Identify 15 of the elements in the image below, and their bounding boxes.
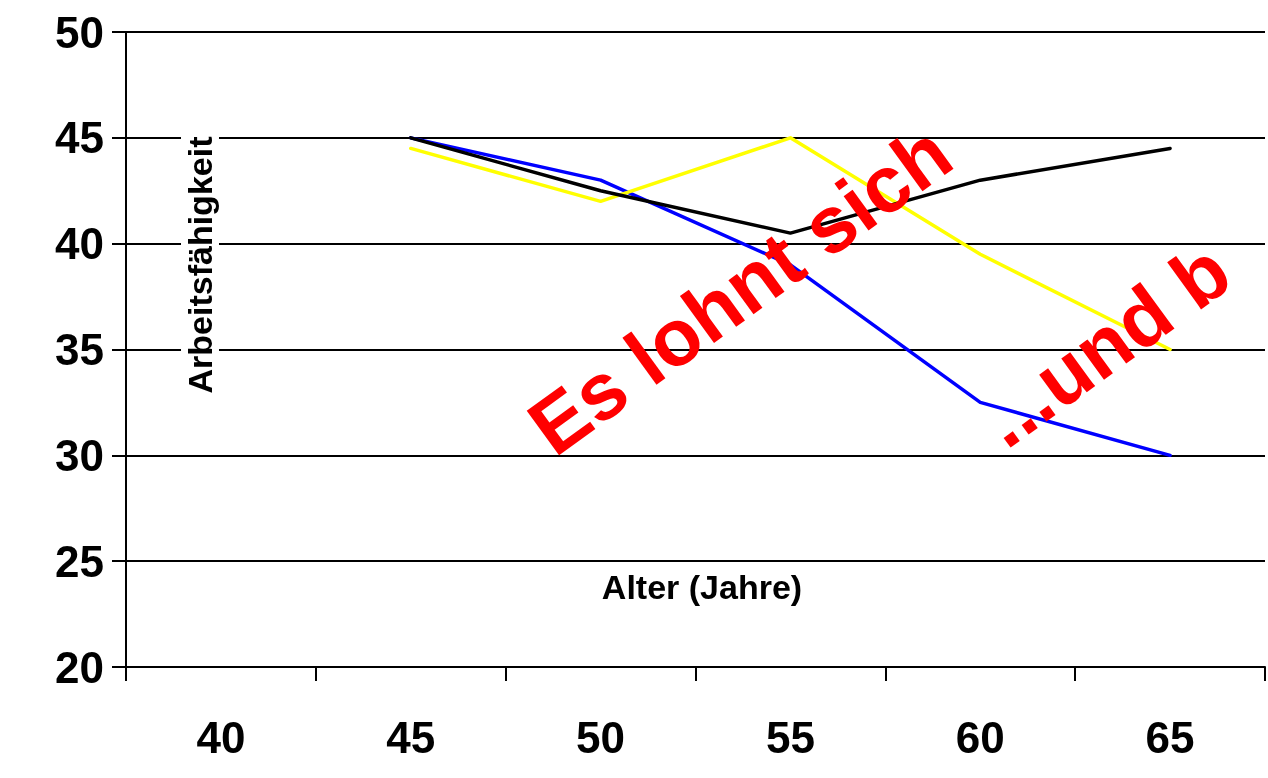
y-tick-label: 25 [55,536,104,586]
y-axis-title: Arbeitsfähigkeit [181,136,219,394]
x-tick-label: 40 [196,712,246,762]
x-tick-label: 60 [955,712,1005,762]
x-tick-label: 45 [386,712,436,762]
y-tick-label: 30 [55,430,104,480]
y-tick-label: 35 [55,325,104,374]
y-tick-label: 40 [55,219,104,269]
x-axis-title: Alter (Jahre) [601,568,803,606]
x-tick-label: 65 [1145,712,1195,762]
y-tick-label: 20 [55,642,104,692]
y-tick-label: 50 [55,7,104,57]
y-tick-label: 45 [55,113,104,163]
x-tick-label: 50 [576,712,626,762]
x-tick-label: 55 [765,712,815,762]
